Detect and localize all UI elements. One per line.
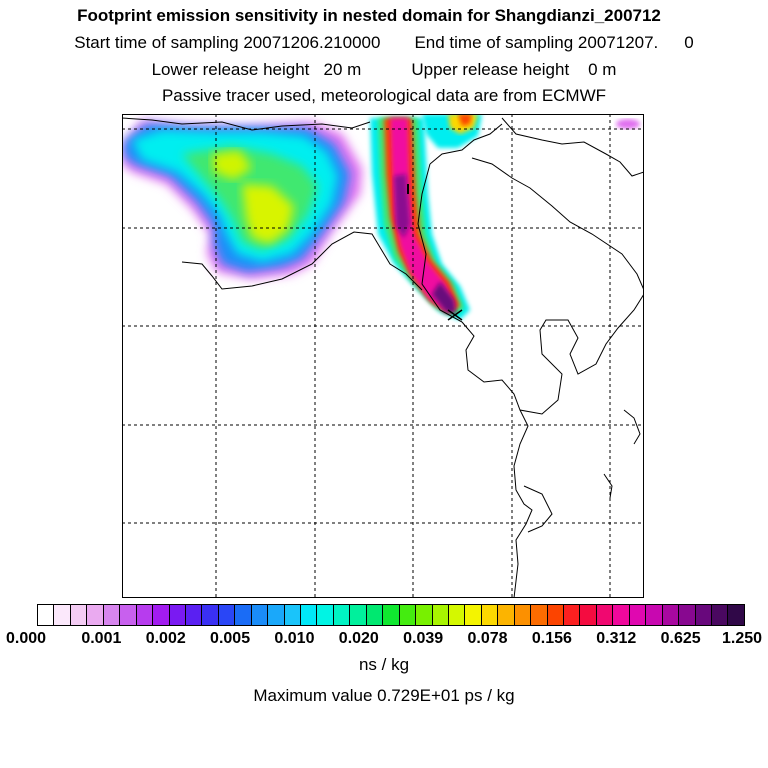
colorbar-segment (448, 605, 466, 625)
colorbar-segment (136, 605, 154, 625)
upper-release-height: Upper release height 0 m (411, 60, 617, 79)
coastlines (122, 117, 644, 598)
colorbar-segment (153, 605, 170, 625)
colorbar-segment (251, 605, 269, 625)
colorbar (37, 604, 745, 626)
colorbar-segment (218, 605, 236, 625)
colorbar-segment (580, 605, 597, 625)
colorbar-segment (465, 605, 482, 625)
colorbar-tick-label: 0.005 (210, 630, 251, 647)
colorbar-tick-label: 0.312 (596, 630, 637, 647)
colorbar-segment (596, 605, 614, 625)
colorbar-segment (120, 605, 137, 625)
colorbar-segment (662, 605, 680, 625)
colorbar-tick-label: 0.002 (145, 630, 186, 647)
colorbar-segment (629, 605, 647, 625)
colorbar-segment (695, 605, 712, 625)
maximum-value: Maximum value 0.729E+01 ps / kg (253, 686, 515, 705)
colorbar-tick-label: 0.039 (403, 630, 444, 647)
colorbar-segment (383, 605, 400, 625)
sampling-times: Start time of sampling 20071206.210000 En… (0, 33, 768, 53)
colorbar-tick-label: 0.156 (531, 630, 572, 647)
colorbar-segment (514, 605, 532, 625)
colorbar-tick-label: 0.078 (467, 630, 508, 647)
colorbar-tick-label: 0.000 (5, 630, 47, 647)
colorbar-segment (481, 605, 499, 625)
colorbar-segment (728, 605, 744, 625)
colorbar-segment (646, 605, 663, 625)
colorbar-segment (531, 605, 548, 625)
receptor-marker (407, 184, 409, 194)
lower-release-height: Lower release height 20 m (151, 60, 362, 79)
colorbar-segment (87, 605, 104, 625)
colorbar-segment (185, 605, 203, 625)
release-heights: Lower release height 20 m Upper release h… (0, 60, 768, 80)
colorbar-tick-label: 0.625 (660, 630, 701, 647)
map-frame (122, 114, 644, 598)
colorbar-segment (498, 605, 515, 625)
lat-lon-grid (122, 114, 644, 598)
colorbar-ticks: 0.000 0.001 0.002 0.005 0.010 0.020 0.039 0.078… (0, 630, 768, 652)
colorbar-segment (333, 605, 351, 625)
colorbar-segment (169, 605, 186, 625)
colorbar-segment (38, 605, 55, 625)
colorbar-tick-label: 0.010 (274, 630, 315, 647)
plot-title: Footprint emission sensitivity in nested… (77, 6, 661, 25)
end-time-value: 0 (684, 33, 694, 52)
colorbar-segment (284, 605, 301, 625)
colorbar-segment (103, 605, 121, 625)
release-site-marker (447, 309, 463, 321)
colorbar-segment (70, 605, 88, 625)
colorbar-segment (432, 605, 449, 625)
colorbar-segment (301, 605, 318, 625)
start-time-label: Start time of sampling 20071206.210000 (74, 33, 381, 52)
colorbar-segment (202, 605, 219, 625)
colorbar-segment (317, 605, 334, 625)
colorbar-segment (366, 605, 384, 625)
colorbar-unit: ns / kg (358, 655, 410, 674)
end-time-label: End time of sampling 20071207. (414, 33, 659, 52)
tracer-note: Passive tracer used, meteorological data… (161, 86, 607, 105)
colorbar-segment (679, 605, 696, 625)
colorbar-segment (613, 605, 630, 625)
colorbar-tick-label: 0.020 (338, 630, 379, 647)
colorbar-segment (54, 605, 71, 625)
colorbar-segment (268, 605, 285, 625)
colorbar-tick-label: 0.001 (81, 630, 122, 647)
colorbar-tick-label: 1.250 (721, 630, 763, 647)
colorbar-segment (547, 605, 564, 625)
colorbar-segment (416, 605, 433, 625)
colorbar-segment (711, 605, 729, 625)
footprint-map (122, 114, 644, 598)
colorbar-segment (399, 605, 417, 625)
sensitivity-field (122, 114, 640, 320)
colorbar-segment (564, 605, 581, 625)
colorbar-segment (350, 605, 367, 625)
colorbar-segment (235, 605, 252, 625)
